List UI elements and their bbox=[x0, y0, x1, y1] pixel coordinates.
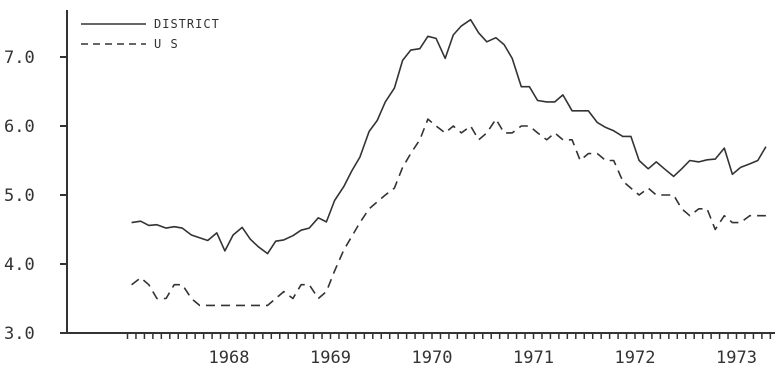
x-tick-label: 1968 bbox=[209, 348, 250, 368]
legend-label-us: U S bbox=[154, 37, 179, 51]
series-line-district bbox=[131, 18, 767, 255]
series-group bbox=[131, 18, 767, 307]
series-line-us bbox=[131, 118, 766, 307]
x-tick-label: 1969 bbox=[310, 348, 351, 368]
legend-label-district: DISTRICT bbox=[154, 17, 220, 31]
y-tick-label: 6.0 bbox=[4, 117, 35, 137]
y-tick-label: 4.0 bbox=[4, 255, 35, 275]
x-tick-label: 1972 bbox=[615, 348, 656, 368]
x-tick-label: 1971 bbox=[513, 348, 554, 368]
x-ticks: 1968 1969 1970 1971 1972 1973 bbox=[126, 333, 772, 368]
y-tick-label: 3.0 bbox=[4, 324, 35, 344]
chart-axes bbox=[66, 10, 775, 334]
x-tick-label: 1973 bbox=[716, 348, 757, 368]
y-ticks: 3.0 4.0 5.0 6.0 7.0 bbox=[4, 48, 67, 344]
x-tick-label: 1970 bbox=[412, 348, 453, 368]
legend: DISTRICT U S bbox=[81, 17, 220, 51]
y-tick-label: 7.0 bbox=[4, 48, 35, 68]
y-tick-label: 5.0 bbox=[4, 186, 35, 206]
